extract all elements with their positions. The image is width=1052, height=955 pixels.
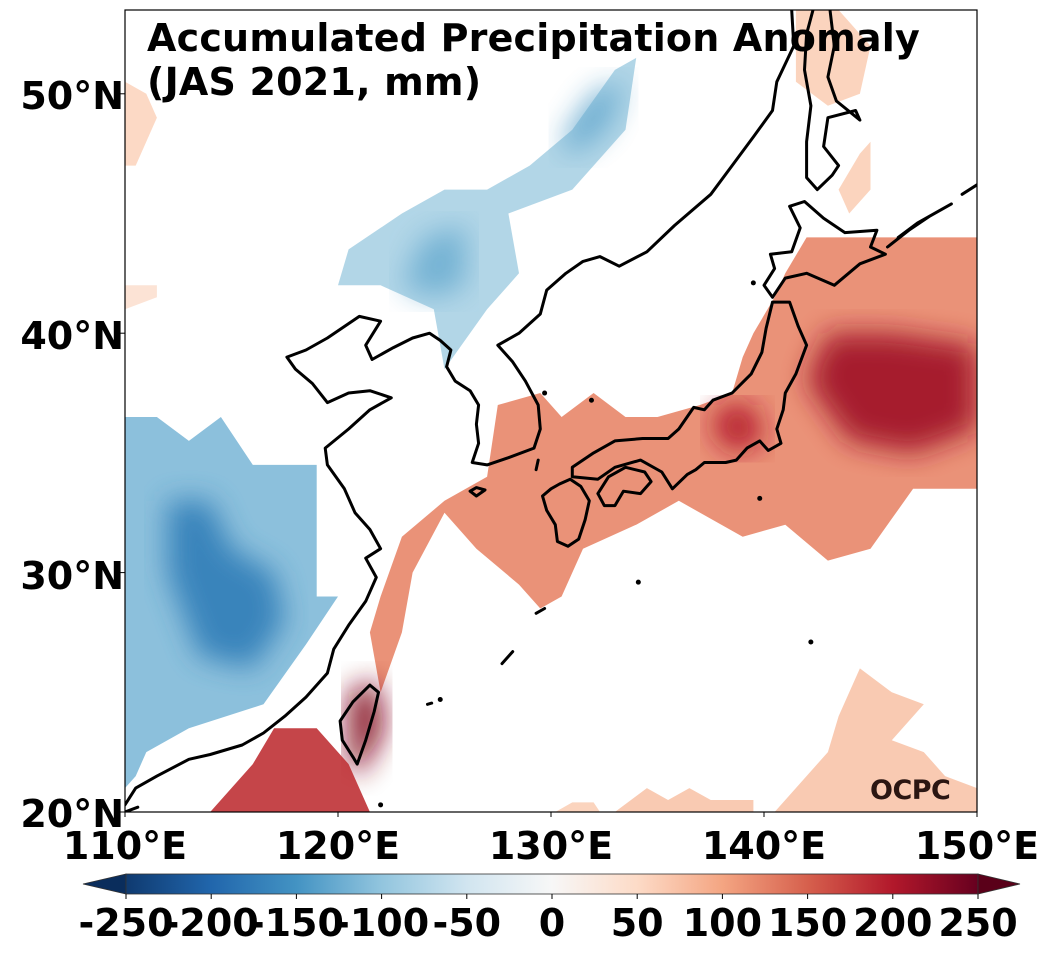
island-dot — [808, 639, 814, 645]
coast-hokkaido — [762, 200, 887, 299]
region-amur-core — [561, 81, 626, 154]
island-dot — [750, 280, 756, 286]
coast-ryukyu-1 — [534, 607, 547, 615]
colorbar-extend-high — [977, 873, 1021, 895]
title-line-1: Accumulated Precipitation Anomaly — [147, 16, 920, 60]
axis-ticks — [120, 93, 978, 817]
island-dot — [635, 579, 641, 585]
region-south-china-core — [167, 500, 285, 669]
colorbar-label: -250 — [78, 901, 174, 945]
region-west-wet-small — [125, 285, 157, 310]
region-east-japan-core — [806, 333, 977, 453]
colorbar-extend-low — [82, 873, 127, 895]
island-dot — [588, 397, 594, 403]
island-dot — [437, 696, 443, 702]
coast-china-mainland — [125, 10, 796, 807]
colorbar-ticks — [125, 894, 979, 899]
region-pacific-south-wet — [614, 788, 754, 812]
lon-label-130: 130°E — [488, 824, 614, 868]
colorbar-label: 250 — [938, 901, 1018, 945]
lat-label-40: 40°N — [20, 314, 124, 358]
anomaly-field — [125, 10, 977, 812]
coast-honshu — [570, 300, 809, 491]
region-northwest-wet — [125, 81, 157, 166]
coast-taiwan — [338, 683, 380, 766]
colorbar-bar — [125, 873, 979, 895]
colorbar-label: -100 — [334, 901, 430, 945]
lon-label-150: 150°E — [914, 824, 1040, 868]
coast-jeju — [468, 486, 487, 498]
colorbar-label: -200 — [163, 901, 259, 945]
island-dot — [542, 390, 548, 396]
colorbar-label: 150 — [767, 901, 848, 945]
colorbar-label: 100 — [682, 901, 763, 945]
island-dot — [378, 802, 384, 808]
lat-label-30: 30°N — [20, 554, 124, 598]
lat-label-50: 50°N — [20, 74, 124, 118]
lon-label-140: 140°E — [701, 824, 827, 868]
lat-label-20: 20°N — [20, 792, 124, 836]
coast-hainan-edge — [125, 805, 140, 812]
lon-label-110: 110°E — [62, 824, 188, 868]
colorbar-label: 0 — [538, 901, 566, 945]
colorbar — [82, 873, 1021, 899]
lon-label-120: 120°E — [275, 824, 401, 868]
region-honshu-core — [710, 405, 764, 453]
coast-kuriles-north — [960, 183, 977, 196]
region-luzon-strait-wet — [210, 728, 370, 812]
coast-ryukyu-2 — [500, 650, 515, 666]
colorbar-label: -50 — [432, 901, 502, 945]
coast-kyushu — [541, 477, 591, 548]
coast-kuriles — [886, 202, 953, 249]
coast-tsushima — [534, 458, 540, 472]
coast-shikoku — [596, 465, 653, 508]
coast-sakhalin — [803, 10, 862, 192]
coast-ryukyu-3 — [426, 701, 434, 706]
colorbar-label: 50 — [610, 901, 664, 945]
region-northeast-china-dry — [338, 57, 637, 370]
coastlines — [125, 10, 977, 812]
chart-title: Accumulated Precipitation Anomaly (JAS 20… — [147, 16, 920, 104]
island-dot — [757, 495, 763, 501]
region-manchuria-core — [401, 225, 466, 298]
region-far-east-wet — [838, 141, 871, 214]
colorbar-label: 200 — [853, 901, 933, 945]
title-line-2: (JAS 2021, mm) — [147, 60, 482, 104]
ocpc-logo: OCPC — [870, 775, 951, 806]
region-pacific-southeast-wet — [774, 668, 977, 812]
region-small-south-wet — [555, 802, 600, 812]
colorbar-label: -150 — [248, 901, 344, 945]
